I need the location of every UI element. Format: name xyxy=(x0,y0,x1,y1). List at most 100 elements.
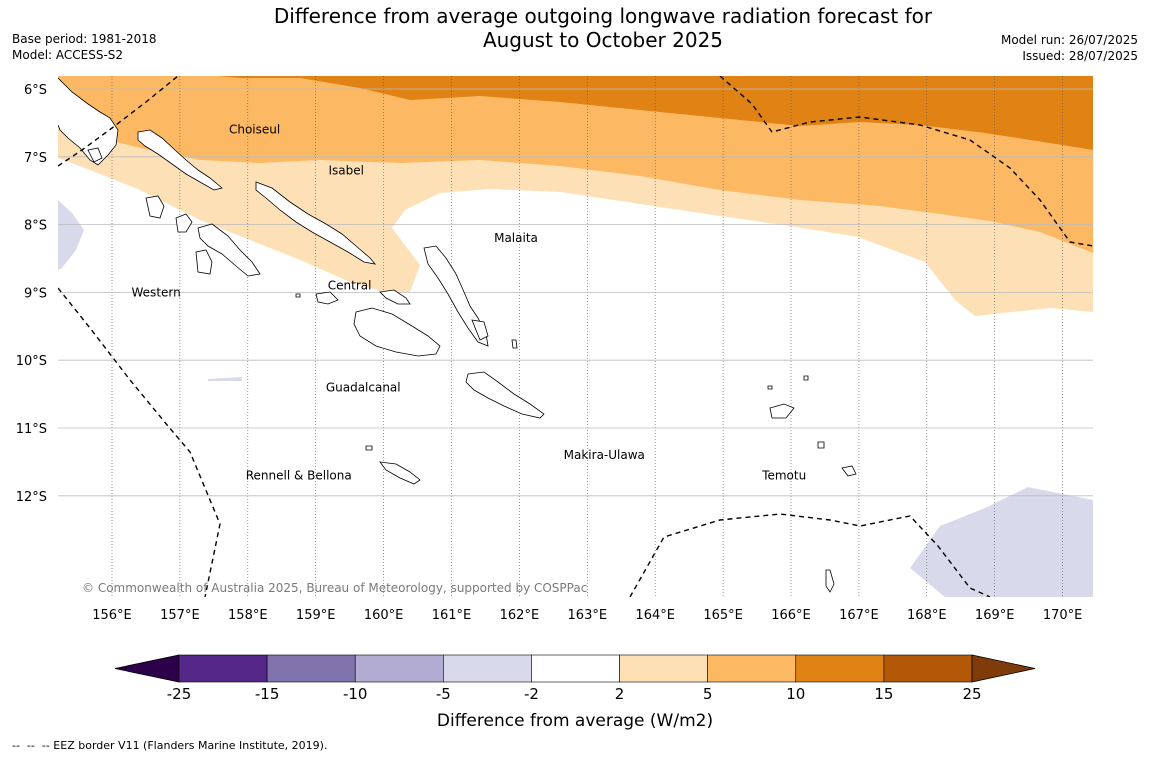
latitude-tick-label: 9°S xyxy=(24,286,47,301)
longitude-tick-label: 161°E xyxy=(432,608,472,623)
longitude-tick-label: 156°E xyxy=(92,608,132,623)
colorbar-segment xyxy=(443,654,532,683)
anomaly-negative-patch-west xyxy=(58,200,84,270)
island-santa-cruz xyxy=(769,403,795,419)
title-line-2: August to October 2025 xyxy=(482,28,724,52)
colorbar-tick-label: -15 xyxy=(255,685,280,703)
island-choiseul xyxy=(137,129,223,191)
province-label: Guadalcanal xyxy=(326,380,401,394)
island-guadalcanal xyxy=(353,307,441,357)
longitude-tick-label: 168°E xyxy=(907,608,947,623)
longitude-tick-label: 163°E xyxy=(568,608,608,623)
longitude-tick-label: 166°E xyxy=(771,608,811,623)
island-reef xyxy=(767,385,773,390)
latitude-tick-label: 7°S xyxy=(24,151,47,166)
eez-line-west xyxy=(58,287,221,597)
colorbar-tick-label: 15 xyxy=(874,685,893,703)
map-plot-area: Choiseul Isabel Malaita Western Central Guada… xyxy=(58,76,1093,597)
colorbar-segment xyxy=(354,654,444,683)
anomaly-band-10-15 xyxy=(218,76,1093,150)
colorbar-tick-label: 2 xyxy=(615,685,625,703)
island-florida xyxy=(315,291,339,305)
longitude-tick-label: 162°E xyxy=(500,608,540,623)
island-bougainville xyxy=(58,77,119,166)
colorbar-tick-label: 10 xyxy=(786,685,805,703)
latitude-tick-label: 10°S xyxy=(16,354,47,369)
longitude-tick-label: 165°E xyxy=(703,608,743,623)
longitude-tick-label: 158°E xyxy=(228,608,268,623)
graticule xyxy=(58,76,1093,597)
colorbar-segment xyxy=(795,654,885,683)
province-label: Rennell & Bellona xyxy=(246,468,352,482)
eez-border xyxy=(58,76,1093,597)
colorbar-tick-label: 5 xyxy=(703,685,713,703)
colorbar-tick-label: -2 xyxy=(524,685,539,703)
eez-footnote: -- -- -- EEZ border V11 (Flanders Marine… xyxy=(12,739,328,752)
longitude-labels: 156°E 157°E 158°E 159°E 160°E 161°E 162°E 163°E… xyxy=(92,608,1082,623)
colorbar: -25 -15 -10 -5 -2 2 5 10 15 25 xyxy=(114,654,1036,703)
colorbar-high-extend xyxy=(971,654,1036,683)
issued-date: Issued: 28/07/2025 xyxy=(1022,49,1138,63)
model-name: Model: ACCESS-S2 xyxy=(12,48,124,62)
base-period: Base period: 1981-2018 xyxy=(12,32,157,46)
eez-line-north-east xyxy=(719,76,1093,247)
island-rennell xyxy=(379,461,421,485)
island-shortland xyxy=(87,147,103,163)
province-labels: Choiseul Isabel Malaita Western Central Guada… xyxy=(132,123,807,483)
island-new-georgia-1 xyxy=(175,213,193,233)
colorbar-tick-label: -5 xyxy=(436,685,451,703)
longitude-tick-label: 167°E xyxy=(839,608,879,623)
longitude-tick-label: 159°E xyxy=(296,608,336,623)
island-russell xyxy=(379,289,411,305)
island-vanikoro xyxy=(841,465,857,477)
longitude-tick-label: 170°E xyxy=(1043,608,1083,623)
province-label: Makira-Ulawa xyxy=(564,448,645,462)
province-label: Temotu xyxy=(761,468,806,482)
islands xyxy=(58,77,857,593)
island-tikopia xyxy=(825,569,835,593)
eez-line-south xyxy=(629,513,991,597)
colorbar-segment xyxy=(619,654,708,683)
meta-left: Base period: 1981-2018 Model: ACCESS-S2 xyxy=(12,31,157,63)
island-vella-lavella xyxy=(145,195,165,219)
colorbar-segment xyxy=(707,654,797,683)
colorbar-low-extend xyxy=(114,654,180,683)
island-south-malaita xyxy=(471,319,489,341)
island-ulawa xyxy=(511,339,518,349)
eez-line-north-west xyxy=(58,76,179,167)
anomaly-negative-sliver xyxy=(208,377,242,381)
longitude-tick-label: 160°E xyxy=(364,608,404,623)
longitude-tick-label: 164°E xyxy=(635,608,675,623)
colorbar-segment xyxy=(266,654,356,683)
island-ranongga xyxy=(195,249,213,275)
island-bellona xyxy=(365,445,373,451)
island-utupua xyxy=(817,441,825,449)
province-label: Malaita xyxy=(494,231,538,245)
latitude-tick-label: 8°S xyxy=(24,219,47,234)
chart-title: Difference from average outgoing longwav… xyxy=(0,4,1150,52)
island-isabel xyxy=(255,181,377,265)
province-label: Choiseul xyxy=(229,123,280,137)
colorbar-tick-label: 25 xyxy=(962,685,981,703)
longitude-tick-label: 169°E xyxy=(975,608,1015,623)
island-makira xyxy=(465,371,545,419)
longitude-tick-label: 157°E xyxy=(160,608,200,623)
colorbar-segment xyxy=(531,654,620,683)
model-run: Model run: 26/07/2025 xyxy=(1000,33,1138,47)
meta-right: Model run: 26/07/2025 Issued: 28/07/2025 xyxy=(1001,32,1138,64)
colorbar-tick-label: -25 xyxy=(167,685,192,703)
latitude-tick-label: 11°S xyxy=(16,422,47,437)
province-label: Central xyxy=(328,279,372,293)
title-line-1: Difference from average outgoing longwav… xyxy=(273,4,933,28)
island-new-georgia-2 xyxy=(197,223,261,277)
colorbar-label: Difference from average (W/m2) xyxy=(437,711,713,731)
colorbar-segment xyxy=(178,654,268,683)
province-label: Isabel xyxy=(329,163,364,177)
colorbar-tick-label: -10 xyxy=(343,685,368,703)
copyright-note: © Commonwealth of Australia 2025, Bureau… xyxy=(82,581,587,595)
colorbar-segment xyxy=(883,654,973,683)
latitude-labels: 6°S 7°S 8°S 9°S 10°S 11°S 12°S xyxy=(16,83,47,505)
island-savo xyxy=(295,293,301,298)
latitude-tick-label: 6°S xyxy=(24,83,47,98)
